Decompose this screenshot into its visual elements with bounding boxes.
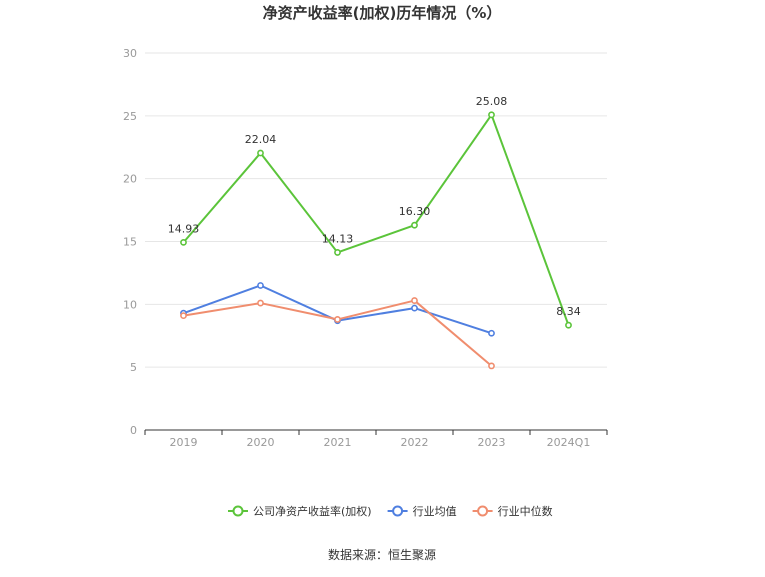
y-tick-label-20: 20 xyxy=(123,173,137,186)
x-tick-label-2023: 2023 xyxy=(478,436,506,449)
data-point-0-2021 xyxy=(334,249,341,256)
data-label-2020: 22.04 xyxy=(245,133,277,146)
data-point-2-2022 xyxy=(411,297,418,304)
data-label-2022: 16.30 xyxy=(399,205,431,218)
x-tick-label-2021: 2021 xyxy=(324,436,352,449)
x-axis: 2019 2020 2021 2022 2023 2024Q1 xyxy=(144,429,608,449)
y-tick-label-0: 0 xyxy=(130,424,137,437)
legend: 公司净资产收益率(加权) 行业均值 行业中位数 xyxy=(228,504,553,518)
legend-label-1: 行业均值 xyxy=(413,505,457,518)
data-point-1-2020 xyxy=(257,282,264,289)
data-label-2019: 14.93 xyxy=(168,222,200,235)
data-point-0-2024Q1 xyxy=(565,321,572,329)
x-tick-label-2022: 2022 xyxy=(401,436,429,449)
data-point-2-2021 xyxy=(334,316,341,323)
data-point-2-2020 xyxy=(257,299,264,307)
series-line-2 xyxy=(183,299,493,367)
data-point-0-2022 xyxy=(411,221,418,229)
data-labels: 14.93 22.04 14.13 16.30 25.08 8.34 xyxy=(168,95,581,318)
legend-label-0: 公司净资产收益率(加权) xyxy=(253,504,372,518)
legend-swatch-marker-2 xyxy=(477,505,489,517)
data-point-2-2023 xyxy=(488,362,495,370)
data-label-2023: 25.08 xyxy=(476,95,508,108)
y-tick-label-30: 30 xyxy=(123,47,137,60)
data-point-0-2019 xyxy=(180,238,187,246)
data-point-2-2019 xyxy=(180,312,187,320)
y-tick-label-25: 25 xyxy=(123,110,137,123)
y-axis-ticks: 0 5 10 15 20 25 30 xyxy=(123,47,137,437)
data-label-2021: 14.13 xyxy=(322,232,354,245)
y-tick-label-15: 15 xyxy=(123,236,137,249)
data-point-1-2022 xyxy=(411,304,418,312)
x-tick-label-2024Q1: 2024Q1 xyxy=(547,436,591,449)
chart-title: 净资产收益率(加权)历年情况（%） xyxy=(263,4,502,22)
grid-lines xyxy=(145,52,607,368)
series-layer xyxy=(180,111,572,370)
x-tick-label-2019: 2019 xyxy=(170,436,198,449)
data-label-2024Q1: 8.34 xyxy=(556,305,581,318)
y-tick-label-5: 5 xyxy=(130,361,137,374)
source-text: 数据来源：恒生聚源 xyxy=(328,547,436,562)
legend-swatch-marker-0 xyxy=(232,505,244,517)
data-point-0-2023 xyxy=(488,111,495,119)
legend-swatch-marker-1 xyxy=(392,505,404,517)
legend-label-2: 行业中位数 xyxy=(498,504,553,518)
data-point-0-2020 xyxy=(257,149,264,157)
series-line-0 xyxy=(182,113,570,326)
data-point-1-2023 xyxy=(488,329,495,337)
x-tick-label-2020: 2020 xyxy=(247,436,275,449)
y-tick-label-10: 10 xyxy=(123,298,137,311)
